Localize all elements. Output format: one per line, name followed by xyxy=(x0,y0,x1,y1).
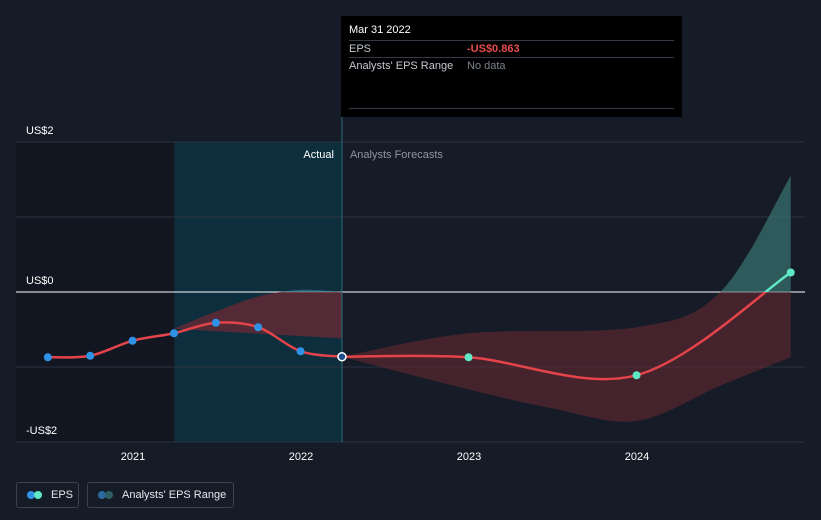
actual-range-band-negative xyxy=(47,292,342,358)
tooltip-range-label: Analysts' EPS Range xyxy=(349,60,454,72)
legend-range-button[interactable]: Analysts' EPS Range xyxy=(87,482,234,508)
tooltip-eps-row: EPS -US$0.863 xyxy=(349,41,674,58)
forecast-label: Analysts Forecasts xyxy=(350,149,443,161)
actual-label: Actual xyxy=(303,149,334,161)
legend-range-label: Analysts' EPS Range xyxy=(122,489,227,501)
eps-legend-icon xyxy=(27,490,45,500)
x-axis-labels: 2021 2022 2023 2024 xyxy=(121,451,649,463)
eps-actual-point xyxy=(296,347,305,356)
tooltip-range-value: No data xyxy=(467,60,506,72)
tooltip-range-row: Analysts' EPS Range No data xyxy=(349,58,674,74)
x-tick-label: 2024 xyxy=(625,451,649,463)
eps-forecast-point xyxy=(786,268,795,277)
eps-forecast-point xyxy=(464,353,473,362)
eps-actual-point xyxy=(254,323,263,332)
x-tick-label: 2023 xyxy=(457,451,481,463)
x-tick-label: 2021 xyxy=(121,451,145,463)
tooltip-eps-value: -US$0.863 xyxy=(467,43,520,55)
y-tick-label: US$2 xyxy=(26,125,54,137)
actual-range-band-tint xyxy=(279,289,342,292)
forecast-range-band-positive xyxy=(720,175,791,292)
tooltip-divider xyxy=(349,108,674,109)
tooltip: Mar 31 2022 EPS -US$0.863 Analysts' EPS … xyxy=(341,16,682,117)
legend-eps-button[interactable]: EPS xyxy=(16,482,79,508)
x-tick-label: 2022 xyxy=(289,451,313,463)
tooltip-date: Mar 31 2022 xyxy=(349,24,674,41)
range-legend-icon xyxy=(98,490,116,500)
forecast-range-band-negative xyxy=(341,292,791,422)
legend-eps-label: EPS xyxy=(51,489,74,501)
eps-actual-point xyxy=(43,353,52,362)
actual-range-band-positive xyxy=(279,289,342,292)
y-tick-label: -US$2 xyxy=(26,425,57,437)
eps-actual-point xyxy=(337,351,347,362)
eps-points xyxy=(43,268,795,380)
eps-range-bands xyxy=(47,175,791,422)
eps-actual-point xyxy=(169,329,178,338)
tooltip-eps-label: EPS xyxy=(349,43,372,55)
eps-forecast-line-negative xyxy=(341,292,768,381)
y-axis-labels: US$2 US$0 -US$2 xyxy=(26,125,57,437)
eps-actual-point xyxy=(211,318,220,327)
eps-actual-point xyxy=(128,336,137,345)
eps-forecast-point xyxy=(632,371,641,380)
eps-actual-point xyxy=(86,351,95,360)
y-tick-label: US$0 xyxy=(26,275,54,287)
